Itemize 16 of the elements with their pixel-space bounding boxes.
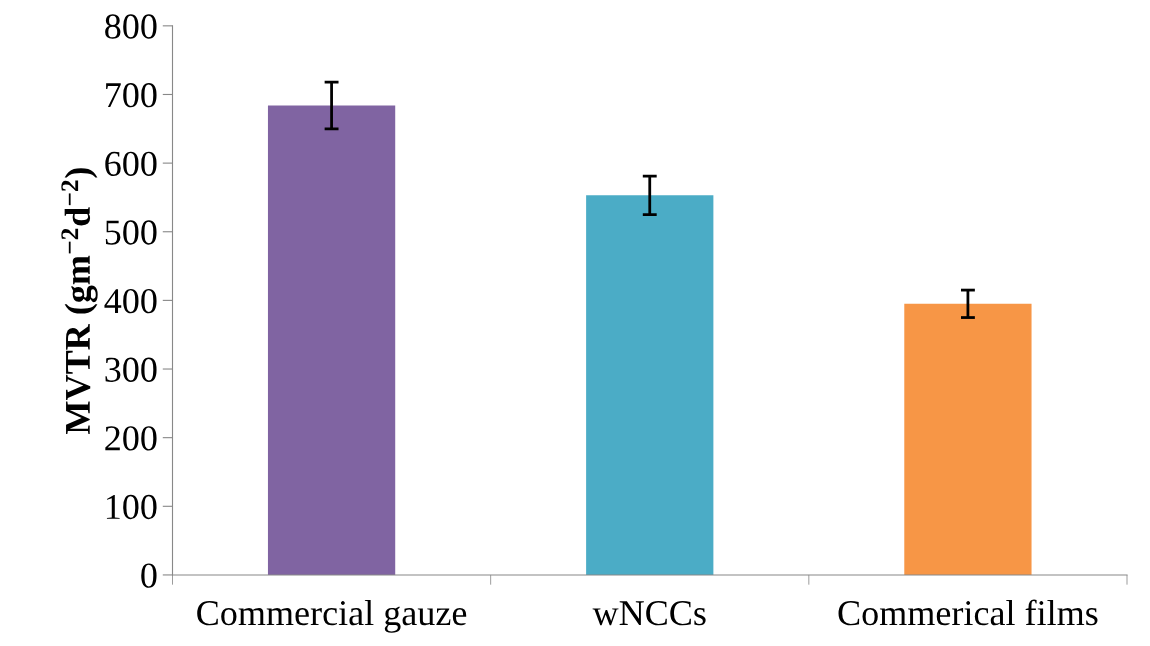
y-tick-label: 300 <box>105 357 157 382</box>
x-tick-label: wNCCs <box>592 601 706 626</box>
y-tick-label: 200 <box>105 426 157 451</box>
y-axis-title: MVTR (gm$^{−2}$d$^{−2}$) <box>61 168 98 434</box>
y-tick-label: 400 <box>104 288 157 314</box>
x-tick-label: Commercial gauze <box>197 599 467 633</box>
y-tick-label: 500 <box>105 220 157 245</box>
bar <box>904 303 1032 575</box>
x-tick-label: Commerical films <box>838 599 1098 626</box>
y-tick-label: 0 <box>141 563 157 588</box>
y-tick-label: 800 <box>105 14 157 39</box>
y-tick-label: 700 <box>106 82 157 108</box>
bar <box>267 105 396 575</box>
y-tick-label: 600 <box>105 151 157 176</box>
y-tick-label: 100 <box>106 494 157 520</box>
bar <box>586 195 714 575</box>
